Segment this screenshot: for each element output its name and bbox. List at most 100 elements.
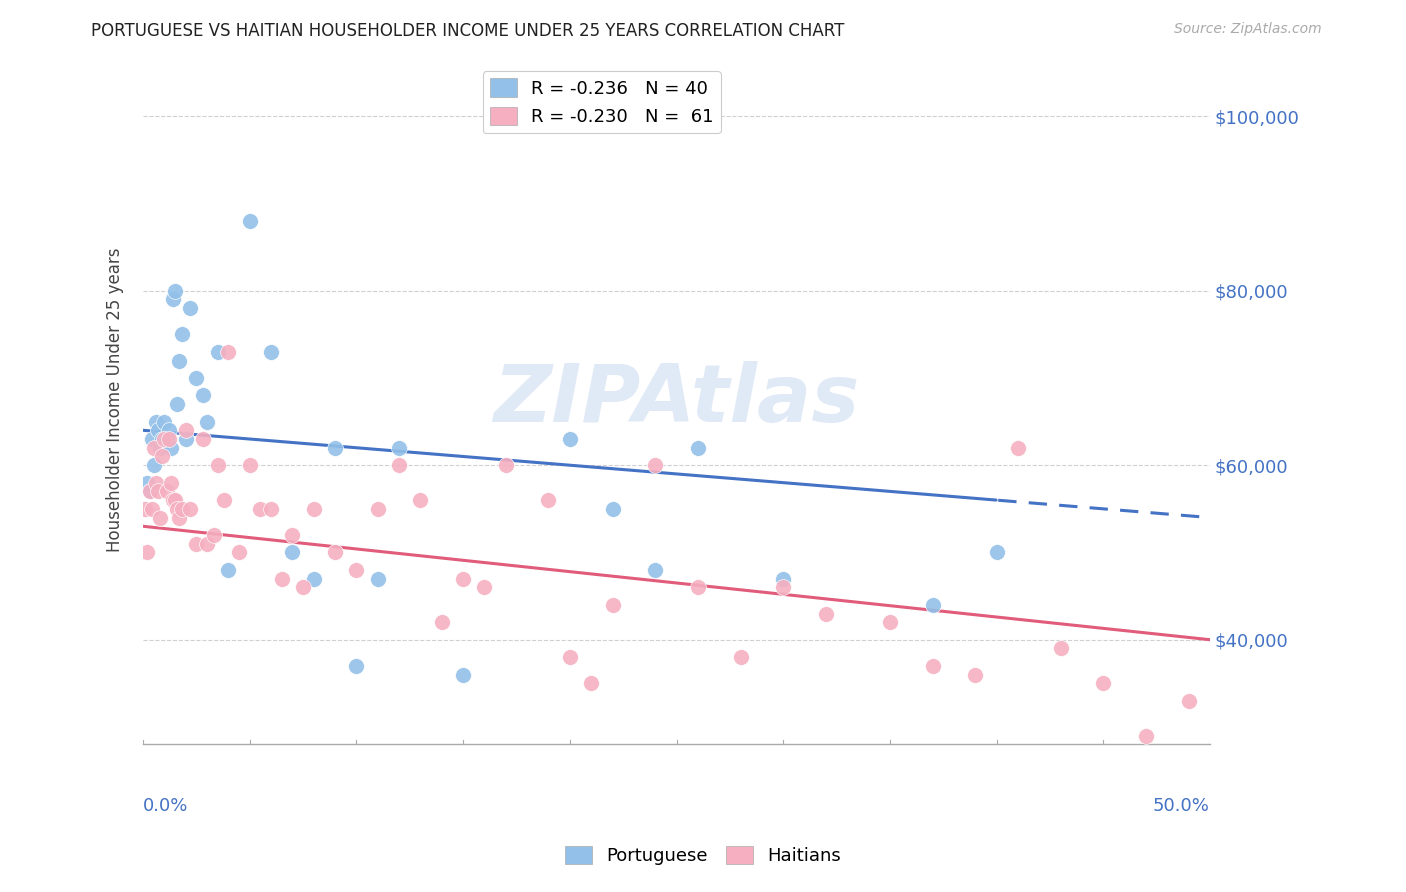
Point (170, 501, 193, 516)
Point (730, 650, 752, 665)
Point (986, 545, 1008, 559)
Point (1177, 694, 1199, 708)
Point (1135, 729, 1157, 743)
Point (162, 493, 184, 508)
Point (191, 388, 214, 402)
Point (145, 475, 167, 490)
Point (160, 441, 183, 455)
Point (1049, 641, 1071, 656)
Point (186, 371, 208, 385)
Point (644, 458, 666, 473)
Point (146, 484, 169, 499)
Point (153, 415, 176, 429)
Point (153, 432, 176, 446)
Point (346, 658, 368, 673)
Point (169, 510, 191, 524)
Point (270, 572, 292, 586)
Point (134, 501, 156, 516)
Point (150, 450, 173, 464)
Point (537, 493, 560, 508)
Point (170, 327, 193, 342)
Point (138, 484, 160, 499)
Point (136, 545, 159, 559)
Point (558, 432, 581, 446)
Point (772, 580, 794, 594)
Point (166, 501, 188, 516)
Point (228, 545, 250, 559)
Point (579, 676, 602, 690)
Point (323, 545, 346, 559)
Point (281, 528, 304, 542)
Point (1092, 676, 1115, 690)
Point (150, 432, 173, 446)
Point (323, 441, 346, 455)
Point (141, 501, 163, 516)
Point (388, 441, 411, 455)
Text: ZIPAtlas: ZIPAtlas (494, 360, 859, 439)
Point (239, 214, 262, 228)
Point (260, 344, 283, 359)
Point (239, 458, 262, 473)
Point (302, 501, 325, 516)
Point (451, 572, 474, 586)
Text: 0.0%: 0.0% (143, 797, 188, 814)
Point (388, 458, 411, 473)
Point (218, 563, 240, 577)
Point (179, 301, 201, 315)
Point (281, 545, 304, 559)
Point (207, 344, 229, 359)
Point (409, 493, 432, 508)
Text: PORTUGUESE VS HAITIAN HOUSEHOLDER INCOME UNDER 25 YEARS CORRELATION CHART: PORTUGUESE VS HAITIAN HOUSEHOLDER INCOME… (91, 22, 845, 40)
Point (195, 537, 218, 551)
Point (141, 432, 163, 446)
Point (249, 501, 271, 516)
Point (174, 432, 197, 446)
Point (149, 510, 172, 524)
Point (142, 458, 165, 473)
Point (814, 607, 837, 621)
Point (451, 667, 474, 681)
Point (260, 501, 283, 516)
Point (160, 475, 183, 490)
Legend: R = -0.236   N = 40, R = -0.230   N =  61: R = -0.236 N = 40, R = -0.230 N = 61 (482, 71, 721, 133)
Point (136, 475, 159, 490)
Point (686, 580, 709, 594)
Point (430, 615, 453, 630)
Point (474, 580, 496, 594)
Point (166, 397, 188, 411)
Point (495, 458, 517, 473)
Point (145, 415, 167, 429)
Point (1007, 441, 1029, 455)
Point (157, 432, 180, 446)
Point (921, 598, 943, 612)
Point (155, 432, 177, 446)
Point (218, 344, 240, 359)
Point (165, 284, 187, 298)
Point (367, 501, 389, 516)
Point (292, 580, 315, 594)
Point (186, 537, 208, 551)
Y-axis label: Householder Income Under 25 years: Householder Income Under 25 years (107, 247, 124, 552)
Point (174, 423, 197, 437)
Point (149, 441, 172, 455)
Point (686, 441, 709, 455)
Point (644, 563, 666, 577)
Point (162, 293, 184, 307)
Text: Source: ZipAtlas.com: Source: ZipAtlas.com (1174, 22, 1322, 37)
Point (212, 493, 235, 508)
Point (169, 353, 191, 368)
Point (772, 572, 794, 586)
Point (195, 415, 218, 429)
Point (191, 432, 214, 446)
Point (921, 658, 943, 673)
Point (165, 493, 187, 508)
Legend: Portuguese, Haitians: Portuguese, Haitians (558, 838, 848, 872)
Text: 50.0%: 50.0% (1153, 797, 1211, 814)
Point (558, 650, 581, 665)
Point (155, 484, 177, 499)
Point (202, 528, 225, 542)
Point (965, 667, 987, 681)
Point (602, 598, 624, 612)
Point (179, 501, 201, 516)
Point (302, 572, 325, 586)
